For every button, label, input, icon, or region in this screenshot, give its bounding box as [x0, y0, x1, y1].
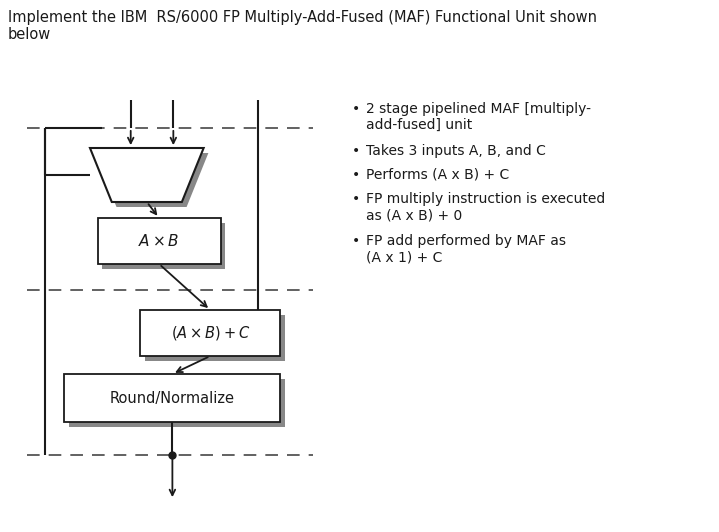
Text: Performs (A x B) + C: Performs (A x B) + C [366, 168, 509, 182]
Polygon shape [145, 315, 285, 361]
Text: Takes 3 inputs A, B, and C: Takes 3 inputs A, B, and C [366, 144, 546, 158]
Polygon shape [95, 153, 209, 207]
Text: 2 stage pipelined MAF [multiply-
add-fused] unit: 2 stage pipelined MAF [multiply- add-fus… [366, 102, 590, 132]
Text: FP add performed by MAF as
(A x 1) + C: FP add performed by MAF as (A x 1) + C [366, 234, 566, 264]
Text: Round/Normalize: Round/Normalize [110, 390, 235, 405]
Bar [98, 218, 221, 264]
Text: •: • [352, 192, 361, 206]
Polygon shape [90, 148, 203, 202]
Text: $(A \times B) + C$: $(A \times B) + C$ [170, 324, 250, 342]
Text: Implement the IBM  RS/6000 FP Multiply-Add-Fused (MAF) Functional Unit shown
bel: Implement the IBM RS/6000 FP Multiply-Ad… [8, 10, 597, 43]
Text: •: • [352, 144, 361, 158]
Bar [140, 310, 280, 356]
Bar [65, 374, 280, 422]
Text: $A \times B$: $A \times B$ [138, 233, 180, 249]
Polygon shape [69, 379, 285, 427]
Text: •: • [352, 234, 361, 248]
Text: •: • [352, 168, 361, 182]
Text: FP multiply instruction is executed
as (A x B) + 0: FP multiply instruction is executed as (… [366, 192, 605, 222]
Text: •: • [352, 102, 361, 116]
Polygon shape [102, 223, 226, 269]
